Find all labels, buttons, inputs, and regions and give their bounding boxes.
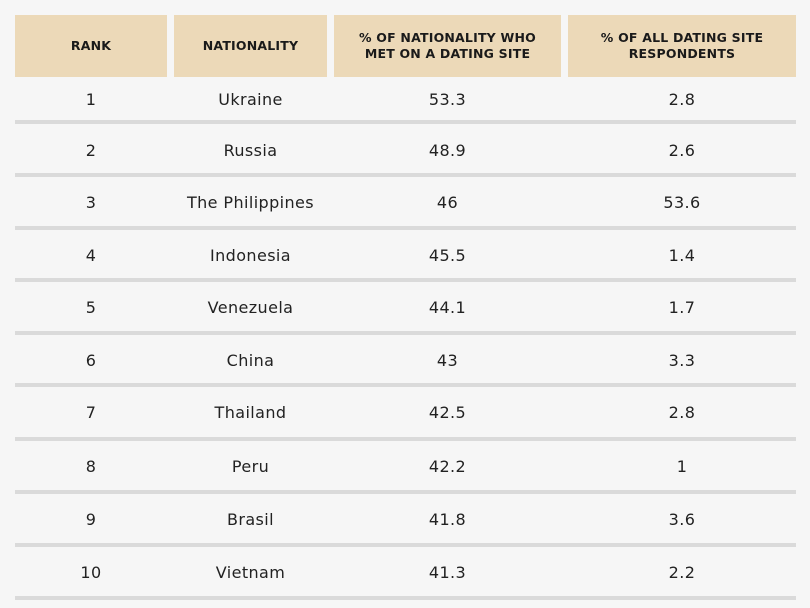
pct-met-cell: 44.1 — [428, 297, 467, 317]
pct-met-cell: 42.5 — [428, 402, 467, 422]
nationality-cell: Indonesia — [210, 245, 291, 265]
pct-all-cell: 2.6 — [668, 140, 696, 160]
row-divider — [15, 120, 796, 124]
row-divider — [15, 278, 796, 282]
table-row: 4 Indonesia 45.5 1.4 — [15, 229, 796, 281]
table-row: 3 The Philippines 46 53.6 — [15, 176, 796, 228]
rank-cell: 10 — [80, 562, 102, 582]
nationality-cell: Ukraine — [218, 89, 283, 109]
rank-cell: 7 — [85, 402, 97, 422]
header-pct-met-dating-site: % OF NATIONALITY WHO MET ON A DATING SIT… — [334, 15, 561, 77]
nationality-cell: China — [226, 350, 275, 370]
pct-all-cell: 3.6 — [668, 509, 696, 529]
pct-all-cell: 1.7 — [668, 297, 696, 317]
pct-met-cell: 48.9 — [428, 140, 467, 160]
table-row: 7 Thailand 42.5 2.8 — [15, 386, 796, 438]
row-divider — [15, 490, 796, 494]
table-row: 2 Russia 48.9 2.6 — [15, 124, 796, 176]
pct-all-cell: 2.8 — [668, 89, 696, 109]
table-row: 1 Ukraine 53.3 2.8 — [15, 73, 796, 125]
nationality-cell: Venezuela — [207, 297, 294, 317]
header-pct-all-respondents: % OF ALL DATING SITE RESPONDENTS — [568, 15, 796, 77]
rank-cell: 5 — [85, 297, 97, 317]
nationality-cell: Peru — [231, 456, 270, 476]
table-row: 9 Brasil 41.8 3.6 — [15, 493, 796, 545]
nationality-cell: Vietnam — [215, 562, 286, 582]
pct-met-cell: 42.2 — [428, 456, 467, 476]
row-divider — [15, 331, 796, 335]
pct-met-cell: 46 — [436, 192, 459, 212]
pct-all-cell: 2.2 — [668, 562, 696, 582]
nationality-cell: The Philippines — [186, 192, 315, 212]
pct-met-cell: 41.3 — [428, 562, 467, 582]
row-divider — [15, 437, 796, 441]
rank-cell: 6 — [85, 350, 97, 370]
table-row: 10 Vietnam 41.3 2.2 — [15, 546, 796, 598]
rank-cell: 1 — [85, 89, 97, 109]
rank-cell: 4 — [85, 245, 97, 265]
table-row: 5 Venezuela 44.1 1.7 — [15, 281, 796, 333]
header-rank: RANK — [15, 15, 167, 77]
pct-met-cell: 41.8 — [428, 509, 467, 529]
row-divider — [15, 543, 796, 547]
pct-all-cell: 2.8 — [668, 402, 696, 422]
pct-all-cell: 1.4 — [668, 245, 696, 265]
rank-cell: 9 — [85, 509, 97, 529]
pct-met-cell: 53.3 — [428, 89, 467, 109]
nationality-cell: Brasil — [227, 509, 274, 529]
nationality-cell: Russia — [223, 140, 278, 160]
row-divider — [15, 226, 796, 230]
rank-cell: 3 — [85, 192, 97, 212]
table-row: 6 China 43 3.3 — [15, 334, 796, 386]
nationality-cell: Thailand — [214, 402, 287, 422]
rank-cell: 8 — [85, 456, 97, 476]
pct-all-cell: 1 — [676, 456, 688, 476]
pct-all-cell: 53.6 — [663, 192, 701, 212]
pct-met-cell: 43 — [436, 350, 459, 370]
row-divider — [15, 596, 796, 600]
rank-cell: 2 — [85, 140, 97, 160]
row-divider — [15, 383, 796, 387]
pct-all-cell: 3.3 — [668, 350, 696, 370]
table-row: 8 Peru 42.2 1 — [15, 440, 796, 492]
row-divider — [15, 173, 796, 177]
header-nationality: NATIONALITY — [174, 15, 327, 77]
pct-met-cell: 45.5 — [428, 245, 467, 265]
